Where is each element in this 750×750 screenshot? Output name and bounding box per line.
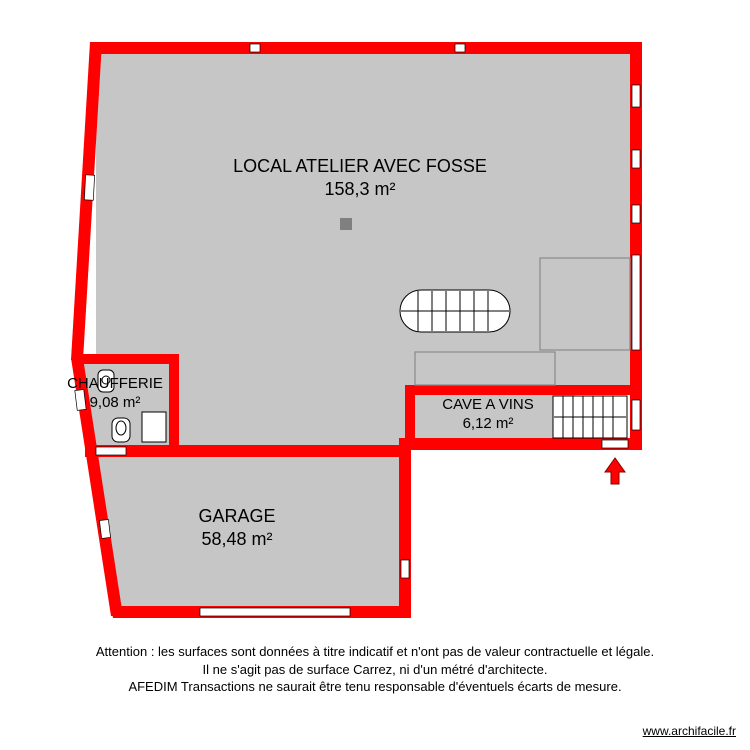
room-name-chaufferie: CHAUFFERIE [56,375,174,394]
center-marker [340,218,352,230]
room-area-cave: 6,12 m² [428,415,548,434]
credit-link[interactable]: www.archifacile.fr [643,724,736,738]
opening-cave-right [632,400,640,430]
opening-garage-door [200,608,350,616]
disclaimer-line3: AFEDIM Transactions ne saurait être tenu… [128,679,621,694]
opening-entry [602,440,628,448]
opening-right-1 [632,85,640,107]
opening-top-2 [455,44,465,52]
room-name-atelier: LOCAL ATELIER AVEC FOSSE [230,155,490,178]
opening-right-3 [632,205,640,223]
opening-right-large [632,255,640,350]
label-chaufferie: CHAUFFERIE 9,08 m² [56,375,174,413]
wall-top [90,42,642,54]
disclaimer-line1: Attention : les surfaces sont données à … [96,644,654,659]
wall-chaufferie-top [75,354,179,364]
opening-top-1 [250,44,260,52]
wall-garage-right [399,448,411,616]
wall-cave-left [405,385,415,448]
label-cave: CAVE A VINS 6,12 m² [428,396,548,434]
entry-arrow-icon [605,458,625,484]
disclaimer-line2: Il ne s'agit pas de surface Carrez, ni d… [203,662,548,677]
room-name-cave: CAVE A VINS [428,396,548,415]
opening-garage-right [401,560,409,578]
disclaimer-text: Attention : les surfaces sont données à … [0,643,750,696]
wall-cave-top [405,385,642,395]
opening-chaufferie-bot [96,447,126,455]
room-area-chaufferie: 9,08 m² [56,394,174,413]
label-atelier: LOCAL ATELIER AVEC FOSSE 158,3 m² [230,155,490,200]
room-area-atelier: 158,3 m² [230,178,490,201]
stair-cave [553,396,627,438]
opening-garage-left [99,520,110,539]
room-area-garage: 58,48 m² [172,528,302,551]
opening-right-2 [632,150,640,168]
stair-atelier [400,290,510,332]
label-garage: GARAGE 58,48 m² [172,505,302,550]
wall-mid-horizontal [85,445,411,457]
room-name-garage: GARAGE [172,505,302,528]
opening-left-1 [84,175,94,200]
floorplan-canvas: LOCAL ATELIER AVEC FOSSE 158,3 m² CHAUFF… [0,0,750,750]
